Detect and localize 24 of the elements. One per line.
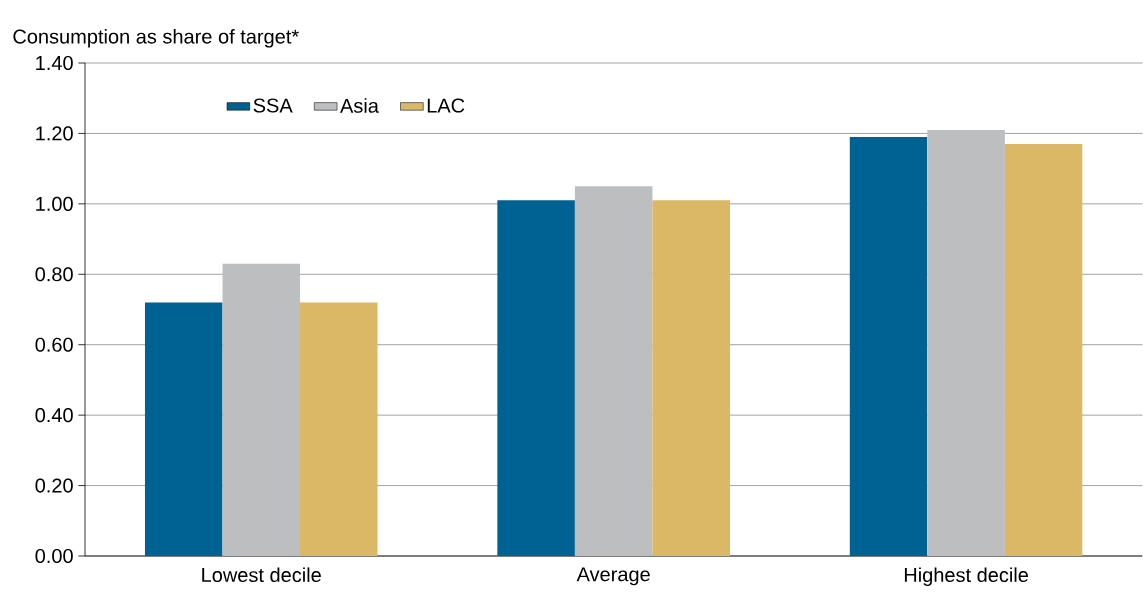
bar: [652, 200, 730, 556]
bar: [497, 200, 575, 556]
bar: [927, 129, 1005, 556]
y-tick-label: 1.20: [36, 126, 73, 141]
y-tick-label: 0.20: [35, 478, 73, 493]
legend-label: LAC: [427, 98, 465, 113]
bar: [300, 302, 378, 556]
x-tick-label: Lowest decile: [202, 567, 321, 583]
y-tick-label: 0.80: [35, 267, 73, 282]
y-tick-label: 0.60: [35, 337, 73, 352]
y-tick-label: 0.00: [35, 548, 73, 564]
bar: [144, 302, 223, 556]
bar: [849, 136, 928, 556]
y-tick-label: 0.40: [35, 408, 73, 423]
legend-label: Asia: [340, 98, 379, 113]
bar: [574, 186, 653, 556]
legend-label: SSA: [253, 98, 293, 113]
y-tick-label: 1.00: [36, 196, 73, 211]
x-tick-label: Highest decile: [904, 567, 1028, 587]
x-tick-label: Average: [576, 567, 650, 586]
bar: [222, 263, 300, 556]
y-axis-title: Consumption as share of target*: [13, 28, 299, 48]
y-tick-label: 1.40: [36, 55, 73, 71]
bar: [1004, 143, 1083, 556]
